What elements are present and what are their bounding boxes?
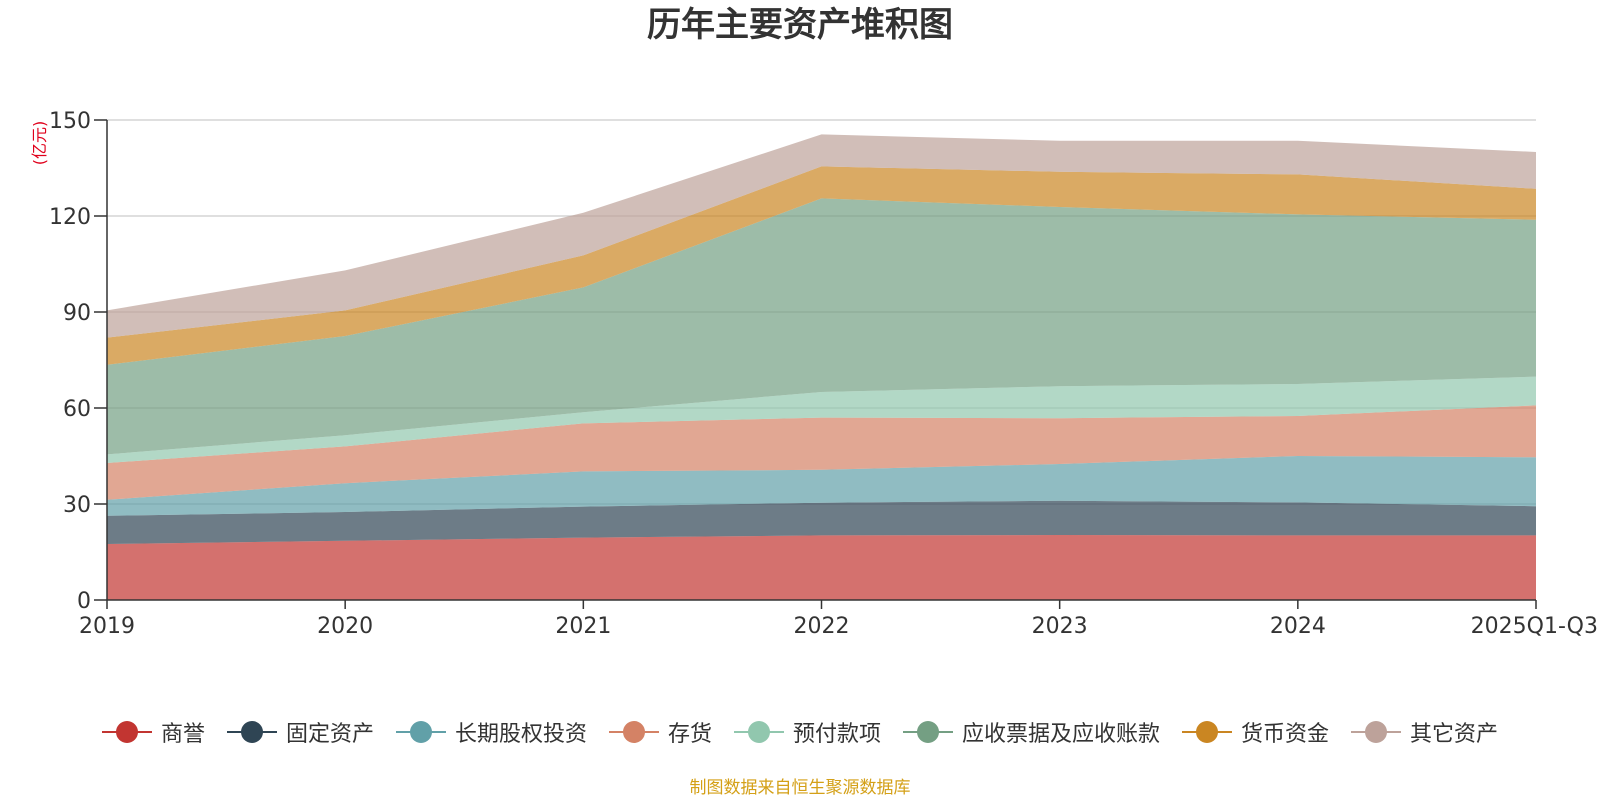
legend-label: 预付款项 bbox=[793, 722, 882, 747]
legend-item-1[interactable]: 固定资产 bbox=[226, 716, 374, 748]
legend-dot bbox=[409, 721, 432, 743]
area-series-3[interactable] bbox=[107, 405, 1536, 500]
legend-dot bbox=[1196, 721, 1219, 743]
legend-marker-icon bbox=[1182, 719, 1233, 745]
x-tick-label: 2023 bbox=[1032, 614, 1088, 639]
legend-dot bbox=[622, 721, 645, 743]
area-series-4[interactable] bbox=[107, 376, 1536, 463]
data-source-note: 制图数据来自恒生聚源数据库 bbox=[689, 778, 911, 798]
y-tick-label: 150 bbox=[49, 109, 91, 134]
legend-dot bbox=[917, 721, 940, 743]
area-series-1[interactable] bbox=[107, 500, 1536, 544]
legend-marker-icon bbox=[903, 719, 954, 745]
legend-item-6[interactable]: 货币资金 bbox=[1182, 716, 1329, 748]
legend-dot bbox=[1365, 721, 1388, 743]
legend-label: 商誉 bbox=[160, 722, 205, 747]
legend-item-0[interactable]: 商誉 bbox=[101, 716, 205, 748]
x-tick-label: 2022 bbox=[794, 614, 850, 639]
legend-marker-icon bbox=[608, 719, 659, 745]
legend-item-2[interactable]: 长期股权投资 bbox=[395, 716, 587, 748]
legend-dot bbox=[240, 721, 263, 743]
y-tick-label: 120 bbox=[49, 205, 91, 230]
legend-label: 长期股权投资 bbox=[454, 722, 587, 747]
y-axis-unit-label: (亿元) bbox=[30, 121, 49, 166]
chart-title: 历年主要资产堆积图 bbox=[647, 5, 953, 45]
legend-item-5[interactable]: 应收票据及应收账款 bbox=[903, 716, 1160, 748]
legend-item-7[interactable]: 其它资产 bbox=[1351, 716, 1498, 748]
legend-marker-icon bbox=[101, 719, 152, 745]
area-series-0[interactable] bbox=[107, 535, 1536, 600]
x-tick-label: 2019 bbox=[79, 614, 135, 639]
legend-marker-icon bbox=[1351, 719, 1402, 745]
legend-item-4[interactable]: 预付款项 bbox=[734, 716, 881, 748]
area-series-5[interactable] bbox=[107, 198, 1536, 455]
legend-marker-icon bbox=[734, 719, 784, 745]
legend: 商誉 固定资产 长期股权投资 存货 预付款项 应收票据及应收账款 货币资金 其它资产 bbox=[0, 716, 1600, 748]
legend-label: 货币资金 bbox=[1241, 722, 1330, 747]
x-tick-label: 2021 bbox=[555, 614, 611, 639]
y-tick-label: 30 bbox=[63, 493, 91, 518]
legend-label: 其它资产 bbox=[1410, 722, 1499, 747]
legend-label: 存货 bbox=[667, 722, 712, 747]
area-series-7[interactable] bbox=[107, 134, 1536, 338]
legend-dot bbox=[748, 721, 770, 743]
x-tick-label: 2025Q1-Q3 bbox=[1471, 614, 1598, 639]
legend-marker-icon bbox=[226, 719, 277, 745]
area-series-2[interactable] bbox=[107, 456, 1536, 516]
y-tick-label: 60 bbox=[63, 397, 91, 422]
legend-dot bbox=[115, 721, 138, 743]
legend-label: 固定资产 bbox=[285, 722, 374, 747]
legend-label: 应收票据及应收账款 bbox=[962, 722, 1161, 747]
legend-marker-icon bbox=[395, 719, 446, 745]
area-series-group bbox=[107, 134, 1536, 600]
y-tick-label: 90 bbox=[63, 301, 91, 326]
area-series-6[interactable] bbox=[107, 166, 1536, 365]
axes: 0 30 60 90 120 150 2019 2020 2021 2022 2023 2024 202… bbox=[49, 109, 1598, 639]
y-tick-label: 0 bbox=[77, 589, 91, 614]
legend-item-3[interactable]: 存货 bbox=[608, 716, 712, 748]
x-tick-label: 2020 bbox=[317, 614, 373, 639]
x-tick-label: 2024 bbox=[1270, 614, 1326, 639]
